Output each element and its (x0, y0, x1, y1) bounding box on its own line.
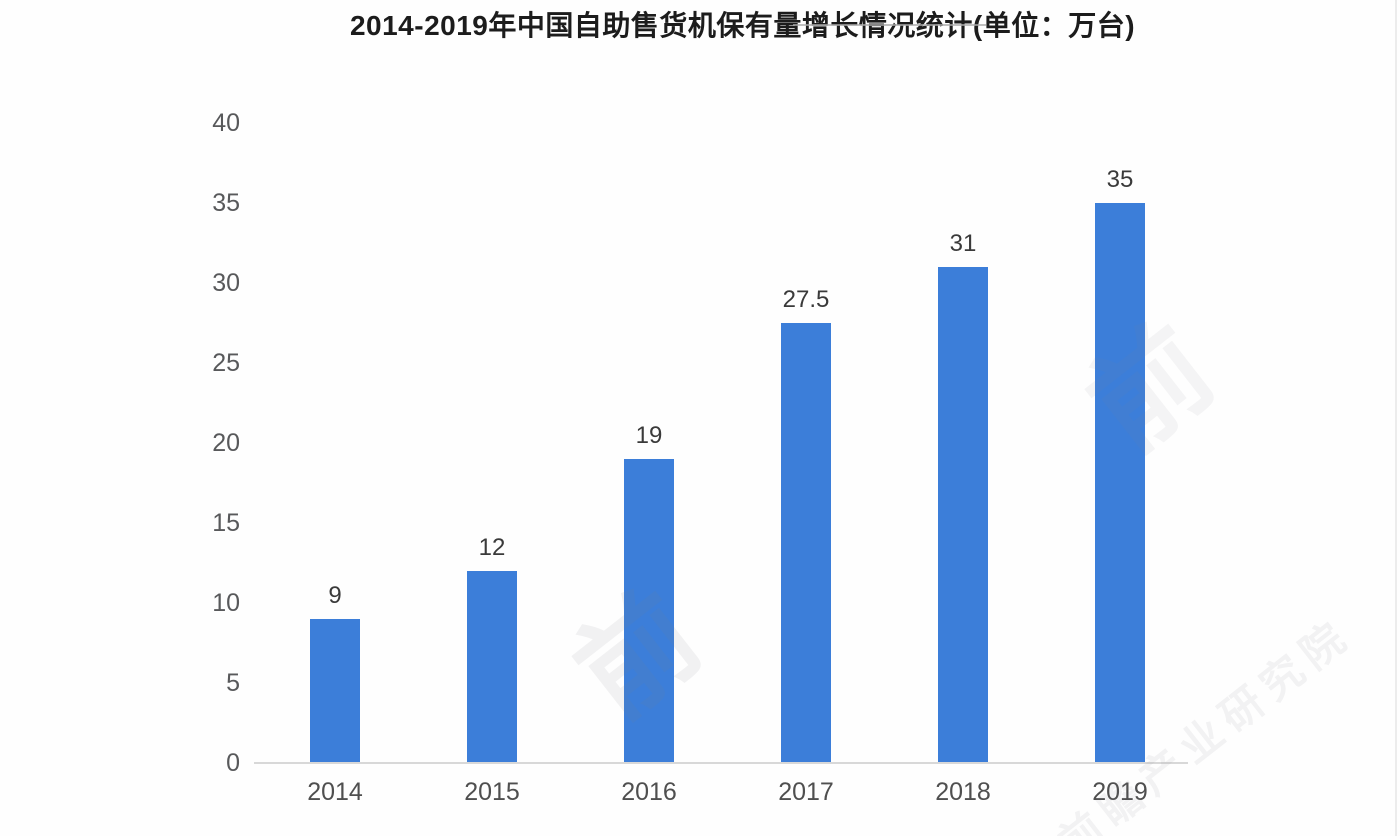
y-tick-label: 25 (212, 349, 240, 377)
x-tick-label: 2014 (307, 778, 363, 806)
bar-value-label: 9 (328, 582, 342, 609)
bar-value-label: 19 (635, 422, 663, 449)
y-tick-label: 10 (212, 589, 240, 617)
chart-title: 2014-2019年中国自助售货机保有量增长情况统计(单位：万台) (349, 10, 1136, 41)
bar-2016 (624, 459, 674, 763)
x-axis-baseline (254, 762, 1188, 764)
y-tick-label: 20 (212, 429, 240, 457)
bar-2019 (1095, 203, 1145, 763)
bar-2018 (938, 267, 988, 763)
y-tick-label: 0 (226, 749, 240, 777)
bar-value-label: 27.5 (782, 286, 830, 313)
bar-value-label: 31 (949, 230, 977, 257)
bar-2014 (310, 619, 360, 763)
page-edge-line (1395, 0, 1397, 836)
y-tick-label: 35 (212, 189, 240, 217)
y-tick-label: 5 (226, 669, 240, 697)
bar-2017 (781, 323, 831, 763)
y-tick-label: 40 (212, 109, 240, 137)
bar-value-label: 12 (478, 534, 506, 561)
x-tick-label: 2019 (1092, 778, 1148, 806)
x-tick-label: 2016 (621, 778, 677, 806)
x-tick-label: 2017 (778, 778, 834, 806)
watermark-text: 前 (1066, 303, 1237, 475)
x-tick-label: 2015 (464, 778, 520, 806)
y-tick-label: 15 (212, 509, 240, 537)
scan-artifact-line (793, 24, 986, 26)
x-tick-label: 2018 (935, 778, 991, 806)
bar-2015 (467, 571, 517, 763)
y-tick-label: 30 (212, 269, 240, 297)
bar-value-label: 35 (1106, 166, 1134, 193)
